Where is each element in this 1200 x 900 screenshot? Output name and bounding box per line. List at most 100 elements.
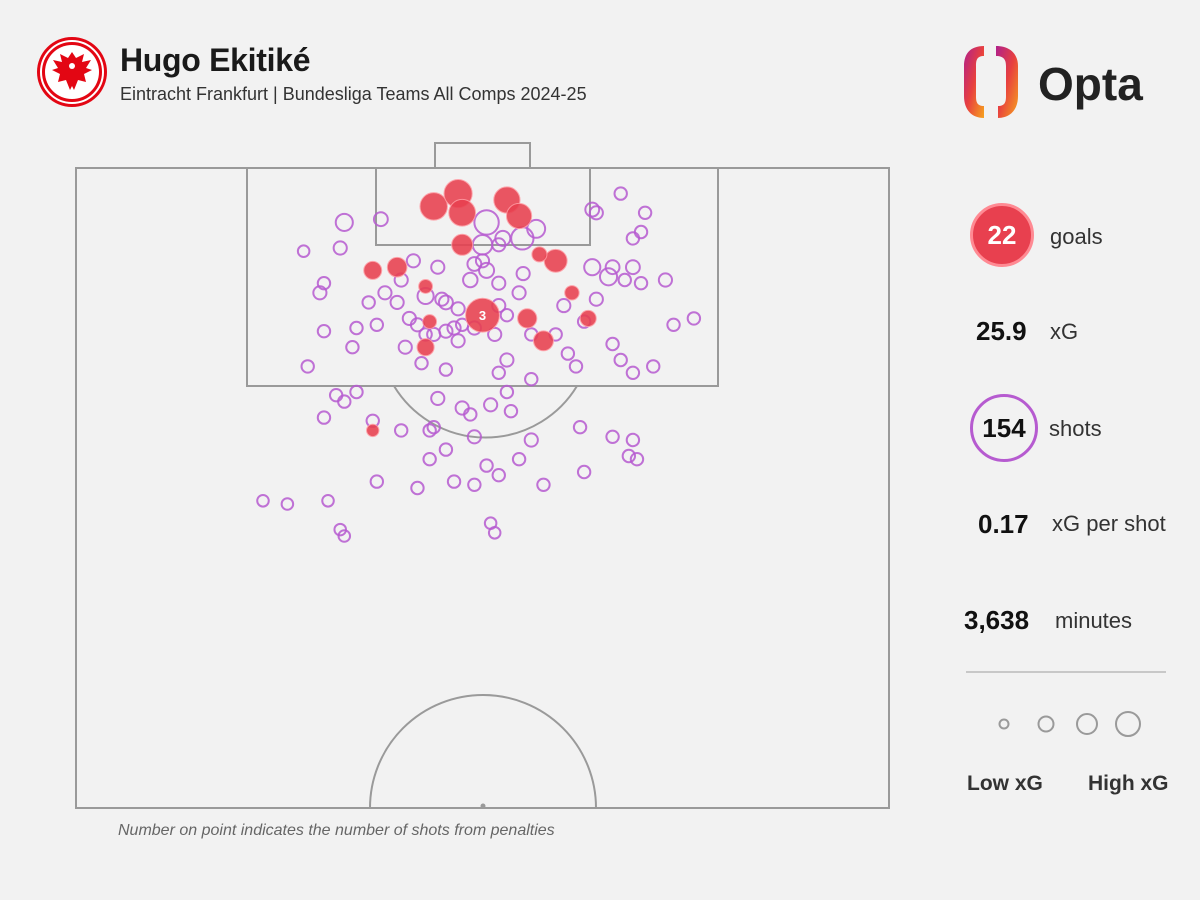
shot-point — [588, 291, 604, 307]
shot-point — [478, 261, 496, 279]
shot-point — [328, 388, 344, 403]
eagle-crest-icon — [37, 37, 107, 107]
page-title: Hugo Ekitiké — [120, 42, 311, 78]
shot-point — [515, 266, 531, 282]
shot-point — [605, 336, 620, 352]
xg-size-legend — [998, 711, 1141, 737]
shot-point — [646, 359, 661, 374]
shot-point — [560, 346, 576, 361]
shot-point — [349, 384, 364, 400]
shot-point — [438, 442, 454, 457]
goal-point — [386, 256, 408, 278]
goals-badge: 22 — [970, 203, 1034, 267]
shot-point — [450, 333, 466, 349]
shot-point — [450, 301, 466, 317]
shot-point — [483, 397, 499, 413]
shot-point — [397, 339, 413, 355]
shot-point — [625, 365, 641, 380]
shot-point — [584, 201, 601, 218]
goals-layer: 3 — [363, 179, 597, 438]
shot-point — [583, 258, 602, 277]
shot-point — [617, 272, 632, 288]
shot-point — [345, 340, 360, 355]
opta-logo: Opta — [964, 46, 1143, 118]
shot-point — [446, 320, 462, 336]
xg-per-shot-label: xG per shot — [1052, 511, 1166, 536]
shot-point — [686, 311, 702, 326]
shot-point — [337, 529, 352, 543]
shot-point — [349, 320, 364, 336]
shot-point — [437, 294, 454, 311]
shot-point — [426, 420, 441, 435]
legend-size-circle — [998, 718, 1010, 730]
pitch-lines — [75, 142, 890, 809]
shot-point — [422, 423, 437, 438]
shot-point — [588, 205, 604, 221]
shot-point — [316, 410, 332, 425]
shot-point — [316, 324, 332, 339]
shot-point — [536, 477, 551, 492]
goal-point — [366, 423, 380, 438]
shot-point — [499, 352, 515, 368]
centre-spot — [480, 803, 486, 809]
shot-point — [405, 253, 421, 269]
penalty-arc — [393, 385, 578, 439]
legend-low-label: Low xG — [967, 772, 1043, 795]
xg-label: xG — [1050, 319, 1079, 344]
shot-point — [491, 468, 506, 483]
shot-point — [625, 432, 641, 448]
shot-point — [369, 317, 385, 332]
xg-value: 25.9 — [976, 316, 1027, 346]
shot-point — [576, 464, 592, 480]
shot-point — [454, 400, 470, 416]
shot-point — [613, 186, 628, 201]
shot-point — [491, 237, 507, 253]
goal-point — [448, 198, 477, 227]
shot-point — [401, 310, 417, 326]
shot-point — [523, 432, 539, 448]
shot-point — [613, 352, 628, 368]
goal-frame — [434, 142, 531, 169]
shot-point — [438, 323, 454, 339]
shot-point — [633, 276, 649, 291]
shot-point — [372, 211, 389, 228]
shot-point — [524, 372, 539, 387]
goal-point — [465, 297, 500, 333]
shot-point — [568, 359, 584, 374]
shot-point — [666, 317, 681, 332]
legend-size-circle — [1076, 713, 1098, 735]
goal-point — [363, 260, 383, 280]
shot-point — [321, 494, 335, 508]
shot-point — [556, 298, 572, 314]
shot-point — [604, 259, 621, 276]
shot-point — [462, 271, 479, 289]
shot-point — [629, 452, 645, 467]
goal-point — [418, 278, 434, 294]
shot-point — [300, 359, 315, 374]
shot-point — [334, 212, 354, 232]
xg-per-shot-value: 0.17 — [978, 509, 1029, 539]
shot-point — [394, 423, 409, 438]
goal-point — [505, 202, 533, 230]
goal-point — [422, 314, 438, 330]
shot-point — [510, 226, 535, 251]
legend-size-circle — [1115, 711, 1141, 737]
shot-point — [256, 494, 270, 508]
shot-point — [438, 362, 454, 377]
shot-point — [377, 285, 393, 301]
shot-point — [463, 407, 478, 422]
shot-point — [337, 394, 352, 409]
shot-point — [434, 291, 450, 307]
shots-label: shots — [1049, 416, 1102, 441]
shot-point — [605, 429, 620, 444]
shot-point — [637, 205, 653, 221]
goal-point — [451, 233, 474, 256]
shot-point — [499, 384, 515, 400]
centre-circle — [369, 694, 597, 809]
shot-point — [487, 326, 503, 342]
shot-point — [466, 429, 482, 445]
shot-point — [511, 285, 527, 301]
shot-point — [491, 275, 507, 291]
shot-point — [446, 474, 462, 489]
